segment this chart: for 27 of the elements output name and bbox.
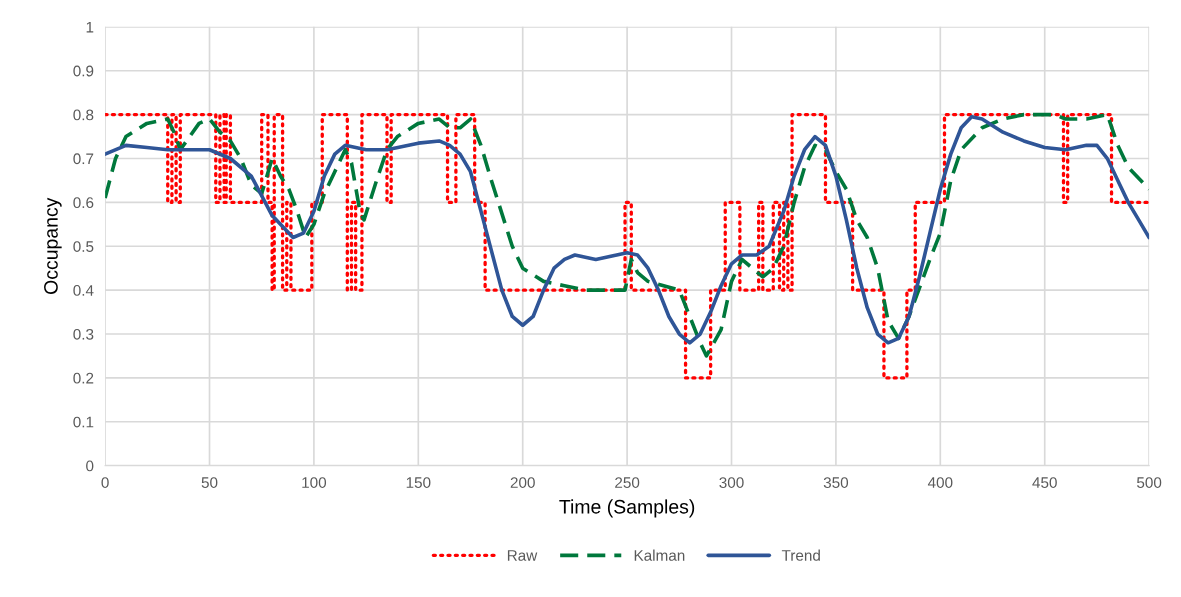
y-tick-label: 0.7	[73, 153, 94, 165]
x-tick-label: 0	[101, 477, 109, 488]
y-tick-label: 0.4	[73, 285, 94, 296]
y-tick-label: 0.1	[73, 416, 94, 428]
y-tick-label: 0.3	[73, 328, 94, 340]
x-tick-label: 100	[302, 477, 327, 488]
y-tick-label: 0	[86, 460, 94, 472]
y-tick-label: 0.2	[73, 372, 94, 384]
x-tick-label: 400	[927, 477, 953, 488]
x-tick-label: 300	[719, 477, 744, 488]
x-tick-label: 200	[510, 477, 535, 488]
legend-label: Trend	[781, 549, 820, 561]
x-tick-label: 250	[615, 477, 640, 488]
x-tick-label: 500	[1136, 477, 1162, 488]
x-tick-label: 350	[823, 477, 849, 488]
y-tick-label: 0.5	[73, 241, 94, 252]
x-tick-label: 50	[201, 477, 218, 488]
legend-label: Raw	[507, 550, 538, 561]
legend-label: Kalman	[634, 549, 685, 561]
y-axis-title: Occupancy	[44, 197, 62, 294]
y-tick-label: 0.6	[73, 197, 94, 209]
y-tick-label: 0.9	[73, 65, 94, 77]
y-tick-label: 1	[86, 21, 94, 33]
x-axis-title: Time (Samples)	[559, 499, 695, 518]
x-tick-label: 150	[406, 477, 431, 488]
y-tick-label: 0.8	[73, 109, 94, 121]
x-tick-label: 450	[1032, 477, 1057, 488]
